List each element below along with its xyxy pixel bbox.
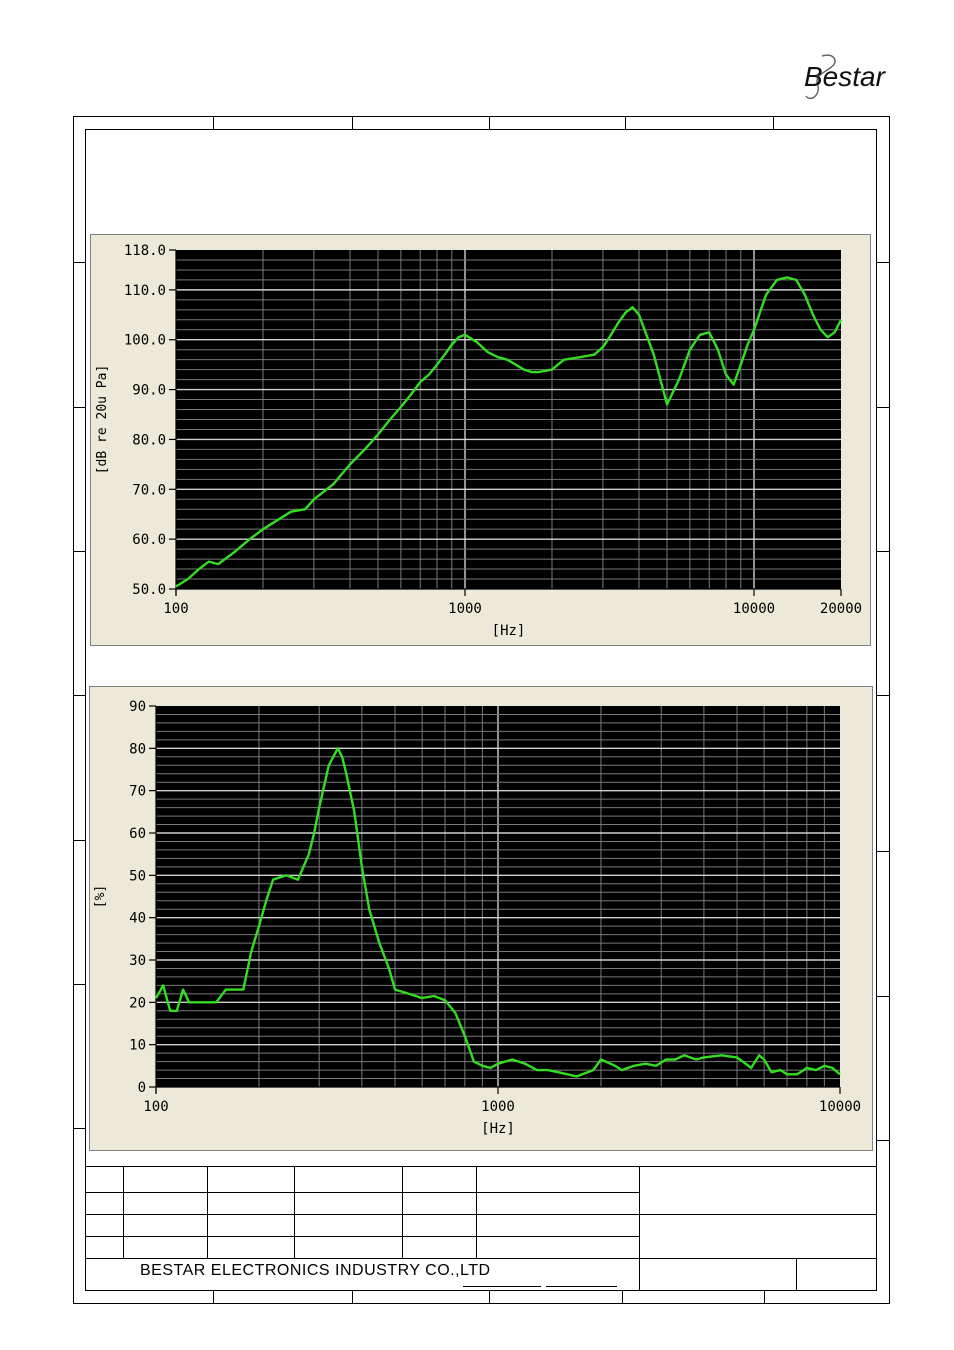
frame-tick xyxy=(877,407,890,408)
drawing-inner-frame xyxy=(85,129,877,1291)
frame-tick xyxy=(352,116,353,129)
titleblock-line xyxy=(294,1166,295,1258)
company-name: BESTAR ELECTRONICS INDUSTRY CO.,LTD xyxy=(140,1262,491,1279)
y-tick-label: 40 xyxy=(129,911,146,927)
spl-chart: 50.0 60.0 70.0 80.0 90.0 100.0 110.0 118.0 100 10… xyxy=(95,243,862,639)
frame-tick xyxy=(877,695,890,696)
x-tick-label: 100 xyxy=(143,1099,168,1115)
frame-tick xyxy=(764,1291,765,1304)
titleblock-line xyxy=(639,1166,640,1291)
x-axis-label: [Hz] xyxy=(481,1121,515,1137)
frame-tick xyxy=(73,551,85,552)
frame-tick xyxy=(73,695,85,696)
y-tick-label: 30 xyxy=(129,953,146,969)
frame-tick xyxy=(489,116,490,129)
thd-chart: 0 10 20 30 40 50 60 70 80 90 100 1000 10000 [Hz] [%] xyxy=(93,699,861,1137)
y-tick-label: 80.0 xyxy=(132,432,166,448)
y-tick-label: 0 xyxy=(138,1080,146,1096)
titleblock-line xyxy=(85,1166,877,1167)
frame-tick xyxy=(73,1128,85,1129)
titleblock-line xyxy=(85,1214,877,1215)
drawing-frame xyxy=(73,116,890,1304)
frame-tick xyxy=(877,996,890,997)
frame-tick xyxy=(622,1291,623,1304)
x-tick-label: 10000 xyxy=(819,1099,861,1115)
thd-chart-panel: 0 10 20 30 40 50 60 70 80 90 100 1000 10000 [Hz] [%] xyxy=(89,686,873,1151)
y-tick-label: 100.0 xyxy=(124,333,166,349)
frame-tick xyxy=(625,116,626,129)
frame-tick xyxy=(877,551,890,552)
frame-tick xyxy=(213,1291,214,1304)
x-tick-label: 20000 xyxy=(820,601,862,617)
y-tick-label: 118.0 xyxy=(124,243,166,259)
frame-tick xyxy=(877,1140,890,1141)
titleblock-line xyxy=(85,1258,877,1259)
titleblock-line xyxy=(402,1166,403,1258)
logo-text: Bestar xyxy=(804,61,887,92)
y-tick-label: 70.0 xyxy=(132,482,166,498)
y-tick-label: 90.0 xyxy=(132,383,166,399)
x-tick-label: 100 xyxy=(163,601,188,617)
frame-tick xyxy=(352,1291,353,1304)
y-tick-label: 60.0 xyxy=(132,532,166,548)
y-axis-label: [dB re 20u Pa] xyxy=(95,365,110,475)
y-tick-label: 80 xyxy=(129,741,146,757)
frame-tick xyxy=(73,262,85,263)
frame-tick xyxy=(773,116,774,129)
frame-tick xyxy=(73,984,85,985)
frame-tick xyxy=(489,1291,490,1304)
titleblock-line xyxy=(796,1258,797,1291)
x-axis-label: [Hz] xyxy=(492,623,526,639)
spl-chart-panel: 50.0 60.0 70.0 80.0 90.0 100.0 110.0 118.0 100 10… xyxy=(90,234,871,646)
titleblock-line xyxy=(85,1236,640,1237)
x-tick-label: 1000 xyxy=(448,601,482,617)
y-tick-label: 110.0 xyxy=(124,283,166,299)
signature-line xyxy=(463,1286,541,1287)
frame-tick xyxy=(877,851,890,852)
frame-tick xyxy=(213,116,214,129)
frame-tick xyxy=(73,407,85,408)
y-tick-label: 70 xyxy=(129,784,146,800)
y-tick-label: 20 xyxy=(129,995,146,1011)
titleblock-line xyxy=(123,1166,124,1258)
signature-line xyxy=(546,1286,617,1287)
x-tick-label: 1000 xyxy=(481,1099,515,1115)
bestar-logo: Bestar xyxy=(800,52,900,104)
frame-tick xyxy=(877,262,890,263)
frame-tick xyxy=(73,840,85,841)
y-tick-label: 50.0 xyxy=(132,582,166,598)
titleblock-line xyxy=(476,1166,477,1258)
data-curve xyxy=(154,747,841,1078)
y-tick-label: 50 xyxy=(129,868,146,884)
y-tick-label: 60 xyxy=(129,826,146,842)
data-curve xyxy=(175,276,843,588)
y-tick-label: 90 xyxy=(129,699,146,715)
y-tick-label: 10 xyxy=(129,1038,146,1054)
x-tick-label: 10000 xyxy=(733,601,775,617)
titleblock-line xyxy=(85,1192,640,1193)
titleblock-line xyxy=(207,1166,208,1258)
y-axis-label: [%] xyxy=(93,885,108,908)
